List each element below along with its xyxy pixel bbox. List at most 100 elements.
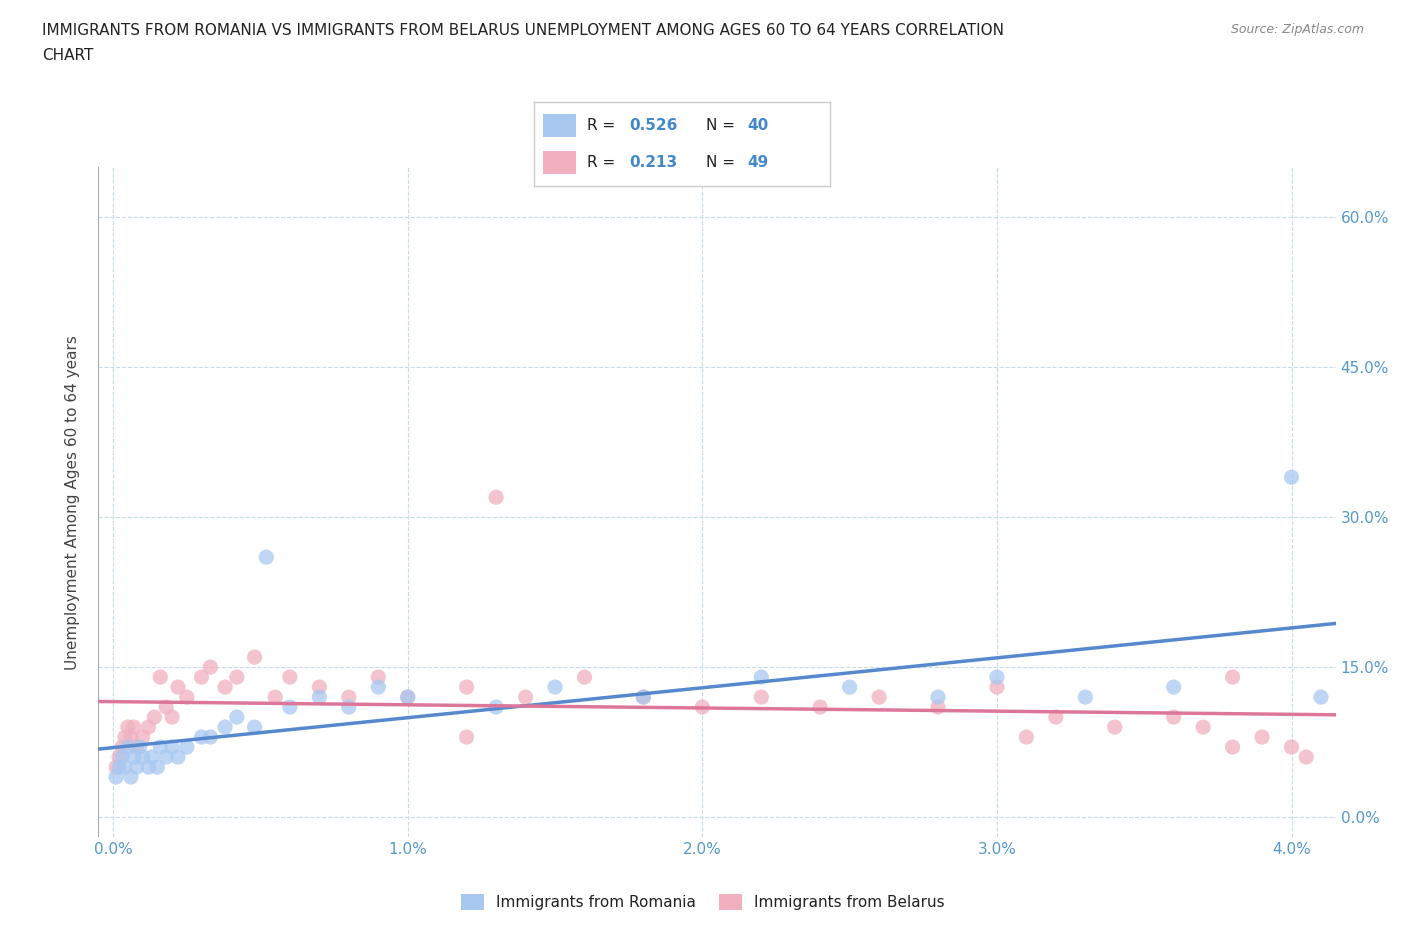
Point <box>149 739 172 754</box>
Point <box>128 739 150 754</box>
Point <box>155 699 177 714</box>
Point <box>190 670 212 684</box>
Point <box>243 650 266 665</box>
Text: 49: 49 <box>747 155 768 170</box>
Point <box>160 739 183 754</box>
Point <box>138 720 160 735</box>
Point <box>1310 690 1333 705</box>
Point <box>176 739 198 754</box>
Point <box>749 690 772 705</box>
Point <box>117 739 139 754</box>
Text: R =: R = <box>588 155 620 170</box>
Point <box>308 690 330 705</box>
Text: IMMIGRANTS FROM ROMANIA VS IMMIGRANTS FROM BELARUS UNEMPLOYMENT AMONG AGES 60 TO: IMMIGRANTS FROM ROMANIA VS IMMIGRANTS FR… <box>42 23 1004 38</box>
Point <box>264 690 287 705</box>
Point <box>138 760 160 775</box>
Point <box>114 760 136 775</box>
Point <box>986 670 1008 684</box>
Point <box>396 690 419 705</box>
Point <box>146 760 169 775</box>
Point <box>1163 680 1185 695</box>
Point <box>544 680 567 695</box>
Point <box>692 699 714 714</box>
Point <box>214 720 236 735</box>
Point <box>214 680 236 695</box>
Point <box>337 699 360 714</box>
Point <box>111 750 134 764</box>
Point <box>337 690 360 705</box>
Point <box>808 699 831 714</box>
Point <box>515 690 537 705</box>
Text: N =: N = <box>706 155 740 170</box>
Point <box>1222 739 1244 754</box>
Point <box>167 750 190 764</box>
Point <box>125 739 148 754</box>
Text: 40: 40 <box>747 118 768 133</box>
Point <box>749 670 772 684</box>
Point <box>120 770 142 785</box>
Point <box>278 670 301 684</box>
Point <box>117 720 139 735</box>
Point <box>868 690 890 705</box>
Text: 0.213: 0.213 <box>628 155 676 170</box>
Point <box>225 710 247 724</box>
Point <box>108 760 131 775</box>
Point <box>1192 720 1215 735</box>
Point <box>105 760 128 775</box>
Point <box>243 720 266 735</box>
Point <box>986 680 1008 695</box>
Point <box>838 680 860 695</box>
Point <box>308 680 330 695</box>
Point <box>155 750 177 764</box>
Point <box>633 690 655 705</box>
Point <box>200 730 222 745</box>
Point <box>149 670 172 684</box>
Point <box>114 730 136 745</box>
Point <box>131 730 153 745</box>
Point <box>120 730 142 745</box>
Legend: Immigrants from Romania, Immigrants from Belarus: Immigrants from Romania, Immigrants from… <box>454 886 952 918</box>
Bar <box>543 151 575 174</box>
Point <box>141 750 163 764</box>
Y-axis label: Unemployment Among Ages 60 to 64 years: Unemployment Among Ages 60 to 64 years <box>65 335 80 670</box>
Point <box>108 750 131 764</box>
Point <box>122 720 145 735</box>
Point <box>367 680 389 695</box>
Point <box>125 760 148 775</box>
Point <box>367 670 389 684</box>
Point <box>167 680 190 695</box>
Point <box>927 699 949 714</box>
Point <box>927 690 949 705</box>
Point <box>176 690 198 705</box>
Bar <box>543 114 575 138</box>
Text: CHART: CHART <box>42 48 94 63</box>
Point <box>1251 730 1274 745</box>
Point <box>396 690 419 705</box>
Point <box>131 750 153 764</box>
Point <box>254 550 277 565</box>
Point <box>1281 739 1303 754</box>
Point <box>225 670 247 684</box>
Point <box>1045 710 1067 724</box>
Point <box>160 710 183 724</box>
Point <box>122 750 145 764</box>
Point <box>200 659 222 674</box>
Point <box>1163 710 1185 724</box>
Point <box>574 670 596 684</box>
Point <box>1222 670 1244 684</box>
Point <box>1281 470 1303 485</box>
Point <box>1015 730 1038 745</box>
Point <box>485 699 508 714</box>
Point <box>1295 750 1317 764</box>
Point <box>105 770 128 785</box>
Point <box>456 680 478 695</box>
Point <box>485 490 508 505</box>
Point <box>633 690 655 705</box>
Point <box>143 710 166 724</box>
Text: Source: ZipAtlas.com: Source: ZipAtlas.com <box>1230 23 1364 36</box>
Point <box>278 699 301 714</box>
Text: R =: R = <box>588 118 620 133</box>
Point <box>111 739 134 754</box>
Point <box>1104 720 1126 735</box>
Point <box>1074 690 1097 705</box>
